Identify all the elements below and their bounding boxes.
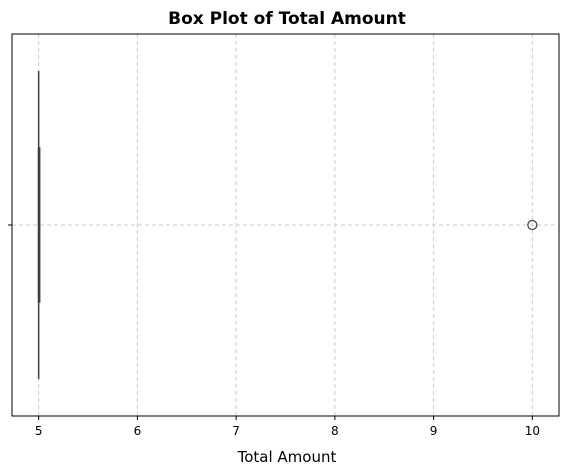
- x-tick-label: 6: [134, 424, 142, 438]
- x-tick-label: 5: [35, 424, 43, 438]
- x-tick-label: 10: [525, 424, 540, 438]
- x-axis-label: Total Amount: [237, 448, 337, 466]
- x-axis-ticks: 5 6 7 8 9 10: [35, 416, 540, 438]
- x-tick-label: 9: [430, 424, 438, 438]
- outlier-point: [527, 219, 538, 231]
- x-tick-label: 7: [232, 424, 240, 438]
- chart-title: Box Plot of Total Amount: [168, 9, 406, 29]
- box-plot: [37, 71, 538, 379]
- grid-lines: [12, 34, 559, 416]
- x-tick-label: 8: [331, 424, 339, 438]
